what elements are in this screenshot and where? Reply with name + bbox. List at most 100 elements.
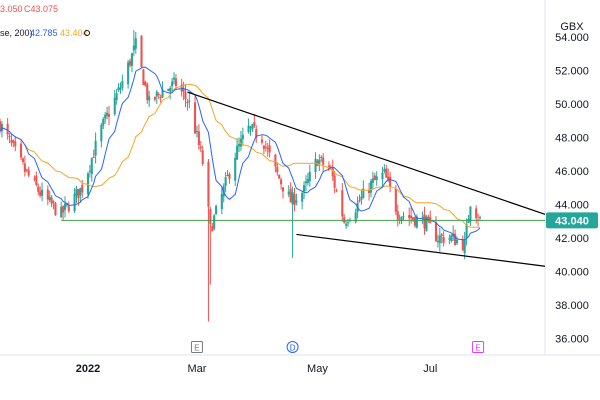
trendline[interactable] xyxy=(296,233,546,267)
candle-body xyxy=(427,216,430,219)
candle-body xyxy=(180,84,183,92)
candle-body xyxy=(195,131,199,133)
legend-settings-icon[interactable] xyxy=(84,30,90,36)
candle-body xyxy=(237,144,241,147)
y-tick-label: 42.000 xyxy=(555,233,589,245)
candle-body xyxy=(454,233,457,246)
candle-body xyxy=(247,125,250,133)
candle-body xyxy=(102,118,105,126)
candle-body xyxy=(132,45,135,51)
candle-body xyxy=(362,188,365,199)
candle-body xyxy=(86,173,90,195)
candle-body xyxy=(266,148,269,150)
candle-body xyxy=(440,234,443,236)
candle-body xyxy=(39,191,42,196)
y-tick-label: 50.000 xyxy=(555,99,589,111)
candle-body xyxy=(100,124,103,142)
x-tick-label: May xyxy=(307,363,328,375)
candle-body xyxy=(161,89,164,98)
candle-body xyxy=(239,138,242,147)
price-tag-value: 43.040 xyxy=(555,215,589,227)
x-tick-label: 2022 xyxy=(76,363,100,375)
candle-body xyxy=(50,197,53,204)
candle-body xyxy=(62,206,65,213)
candle-body xyxy=(21,158,24,163)
candle-body xyxy=(119,87,122,90)
candle-body xyxy=(128,60,132,66)
candle-body xyxy=(287,191,290,195)
candle-body xyxy=(289,188,292,203)
candle-body xyxy=(10,140,13,143)
candle-body xyxy=(174,78,177,87)
candle-body xyxy=(402,215,405,217)
candle-body xyxy=(425,216,428,232)
candle-body xyxy=(134,38,137,49)
candle-body xyxy=(199,146,202,149)
candle-body xyxy=(316,160,319,166)
candle-body xyxy=(63,203,67,210)
trendline[interactable] xyxy=(187,91,546,215)
candle-body xyxy=(434,222,438,242)
currency-label: GBX xyxy=(560,21,584,33)
candle-body xyxy=(14,141,17,147)
candle-body xyxy=(346,222,350,224)
candle-body xyxy=(475,208,478,219)
drawings xyxy=(61,91,546,267)
candle-body xyxy=(303,185,306,192)
candle-body xyxy=(318,159,321,164)
candle-body xyxy=(276,166,279,173)
candle-body xyxy=(224,177,227,186)
candle-body xyxy=(106,112,109,116)
candle-body xyxy=(94,140,97,156)
candle-body xyxy=(295,200,298,203)
candle-body xyxy=(369,180,373,193)
legend-low: 3.050 xyxy=(0,4,23,14)
candle-body xyxy=(107,114,111,117)
event-glyph: D xyxy=(290,344,296,353)
candle-body xyxy=(33,178,36,180)
candle-body xyxy=(75,189,78,196)
event-marker-generic[interactable]: E xyxy=(190,341,203,353)
candle-body xyxy=(478,217,482,219)
event-marker-earnings[interactable]: E xyxy=(472,341,485,353)
candle-body xyxy=(171,81,174,87)
candle-body xyxy=(387,176,390,180)
candle-body xyxy=(201,150,204,165)
ma-long-line xyxy=(0,83,480,228)
candle-body xyxy=(188,100,191,102)
event-glyph: E xyxy=(194,344,199,353)
price-scale[interactable]: 54.000 52.000 50.000 48.000 46.000 44.000 42.0… xyxy=(555,32,589,345)
y-tick-label: 54.000 xyxy=(555,32,589,44)
candle-body xyxy=(213,215,216,229)
candle-body xyxy=(113,97,116,115)
candle-body xyxy=(209,209,212,224)
candle-body xyxy=(127,62,130,85)
candle-body xyxy=(88,170,91,172)
candle-body xyxy=(389,176,392,187)
candle-body xyxy=(278,174,281,179)
candle-body xyxy=(52,201,55,203)
candle-body xyxy=(268,145,271,153)
candle-body xyxy=(421,216,424,218)
candle-body xyxy=(436,240,439,242)
candle-body xyxy=(220,194,223,210)
x-tick-label: Mar xyxy=(187,363,206,375)
candle-body xyxy=(249,126,252,128)
event-marker-dividend[interactable]: D xyxy=(286,341,299,353)
y-tick-label: 48.000 xyxy=(555,132,589,144)
time-scale[interactable]: 2022 Mar May Jul xyxy=(76,363,438,375)
candle-body xyxy=(236,145,239,160)
candle-body xyxy=(383,168,386,172)
candle-body xyxy=(172,77,176,80)
candle-body xyxy=(48,196,51,201)
candle-body xyxy=(465,224,468,239)
y-tick-label: 40.000 xyxy=(555,266,589,278)
candle-body xyxy=(423,214,426,229)
y-tick-label: 38.000 xyxy=(555,300,589,312)
candle-body xyxy=(144,82,147,86)
candle-body xyxy=(400,216,403,222)
candle-body xyxy=(262,145,265,149)
candle-body xyxy=(184,91,187,100)
